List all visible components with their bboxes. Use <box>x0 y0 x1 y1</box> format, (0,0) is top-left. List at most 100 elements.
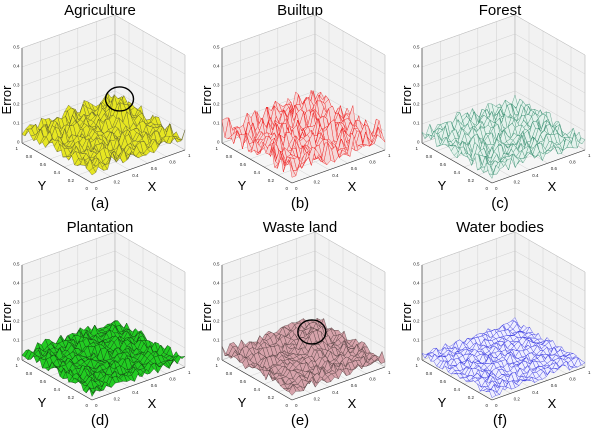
z-tick-label: 0.5 <box>13 45 20 50</box>
z-tick-label: 0.5 <box>213 45 220 50</box>
subplot-forest: Forest 0 0.1 0.2 0.3 0.4 0.5 0 0.2 0.4 0.6 0.8 1 0 0.2… <box>400 0 600 217</box>
x-tick-label: 0.2 <box>114 179 121 184</box>
x-axis-label: X <box>148 396 157 411</box>
y-tick-label: 0 <box>485 186 488 191</box>
gridline-z <box>421 307 516 342</box>
x-tick-label: 0.2 <box>514 396 521 401</box>
subplot-agriculture: Agriculture 0 0.1 0.2 0.3 0.4 0.5 0 0.2 0.4 0.6 0.8… <box>0 0 200 217</box>
z-tick-label: 0.2 <box>13 319 20 324</box>
z-tick-label: 0.2 <box>213 102 220 107</box>
x-tick-label: 1 <box>188 370 191 375</box>
gridline-z <box>221 231 316 266</box>
surface-plot: 00.10.20.30.40.500.20.40.60.8100.20.40.6… <box>0 231 191 411</box>
gridline-z <box>421 71 516 106</box>
y-tick-label: 0 <box>85 403 88 408</box>
subplot-title: Builtup <box>277 2 323 19</box>
z-tick-label: 0.5 <box>413 45 420 50</box>
surface-plot: 00.10.20.30.40.500.20.40.60.8100.20.40.6… <box>400 231 591 411</box>
gridline-z <box>114 231 186 273</box>
y-tick-label: 0.8 <box>26 371 33 376</box>
y-tick-label: 0.4 <box>454 170 461 175</box>
surface-mesh <box>421 94 586 179</box>
gridline-z <box>21 14 116 49</box>
gridline-z <box>421 250 516 285</box>
subplot-title: Plantation <box>66 219 134 236</box>
y-axis-label: Y <box>238 395 247 410</box>
gridline-z <box>221 269 316 304</box>
y-tick-label: 0.2 <box>268 395 275 400</box>
z-tick-label: 0.2 <box>13 102 20 107</box>
surface-plot: 00.10.20.30.40.500.20.40.60.8100.20.40.6… <box>400 14 591 194</box>
gridline-z <box>514 90 586 132</box>
z-axis-label: Error <box>400 302 414 332</box>
z-tick-label: 0.3 <box>13 300 20 305</box>
y-tick-label: 0.4 <box>454 387 461 392</box>
z-tick-label: 0.4 <box>13 64 20 69</box>
subplot-label: (a) <box>90 195 110 212</box>
gridline-z <box>114 307 186 349</box>
peak-highlight-circle <box>104 86 135 112</box>
y-axis <box>421 142 493 184</box>
z-tick-label: 0.4 <box>213 64 220 69</box>
gridline-z <box>314 71 386 113</box>
surface-mesh <box>221 90 386 178</box>
z-tick-label: 0 <box>417 140 420 145</box>
z-axis-label: Error <box>400 85 414 115</box>
x-tick-label: 0.8 <box>369 377 376 382</box>
z-tick-label: 0.4 <box>13 281 20 286</box>
gridline-z <box>314 14 386 56</box>
gridline-z <box>21 250 116 285</box>
gridline-z <box>314 288 386 330</box>
x-tick-label: 0.6 <box>351 166 358 171</box>
gridline-z <box>114 269 186 311</box>
y-tick-label: 0 <box>85 186 88 191</box>
y-tick-label: 1 <box>215 363 218 368</box>
y-axis <box>221 142 293 184</box>
subplot-label: (c) <box>491 195 509 212</box>
gridline-z <box>314 307 386 349</box>
y-tick-label: 0.8 <box>226 371 233 376</box>
subplot-title: Forest <box>478 2 522 19</box>
x-tick-label: 0.2 <box>114 396 121 401</box>
x-tick-label: 0.4 <box>532 390 539 395</box>
gridline-z <box>514 14 586 56</box>
x-tick-label: 0.6 <box>151 383 158 388</box>
y-tick-label: 0.2 <box>68 178 75 183</box>
gridline-z <box>314 250 386 292</box>
gridline-z <box>421 288 516 323</box>
z-tick-label: 0.2 <box>413 319 420 324</box>
x-tick-label: 0.2 <box>514 179 521 184</box>
x-tick-label: 0.6 <box>551 383 558 388</box>
x-axis <box>291 366 386 401</box>
gridline-z <box>514 307 586 349</box>
x-axis <box>491 149 586 184</box>
z-tick-label: 0.5 <box>213 262 220 267</box>
z-tick-label: 0.3 <box>213 300 220 305</box>
gridline-z <box>514 231 586 273</box>
y-tick-label: 0.6 <box>240 379 247 384</box>
y-tick-label: 0.6 <box>440 162 447 167</box>
gridline-z <box>314 269 386 311</box>
x-axis-label: X <box>348 396 357 411</box>
z-tick-label: 0.4 <box>213 281 220 286</box>
gridline-z <box>21 288 116 323</box>
x-axis <box>291 149 386 184</box>
z-tick-label: 0.1 <box>213 121 220 126</box>
gridline-z <box>421 14 516 49</box>
x-tick-label: 0 <box>495 186 498 191</box>
gridline-z <box>221 33 316 68</box>
y-tick-label: 0.4 <box>54 170 61 175</box>
y-tick-label: 0 <box>285 403 288 408</box>
x-tick-label: 0.2 <box>314 179 321 184</box>
gridline-z <box>221 307 316 342</box>
z-axis-label: Error <box>0 85 14 115</box>
gridline-z <box>314 231 386 273</box>
z-tick-label: 0.3 <box>413 83 420 88</box>
y-tick-label: 0.4 <box>54 387 61 392</box>
gridline-z <box>114 90 186 132</box>
z-tick-label: 0.1 <box>13 338 20 343</box>
gridline-z <box>514 288 586 330</box>
y-tick-label: 0 <box>485 403 488 408</box>
z-tick-label: 0.5 <box>413 262 420 267</box>
z-tick-label: 0 <box>417 357 420 362</box>
